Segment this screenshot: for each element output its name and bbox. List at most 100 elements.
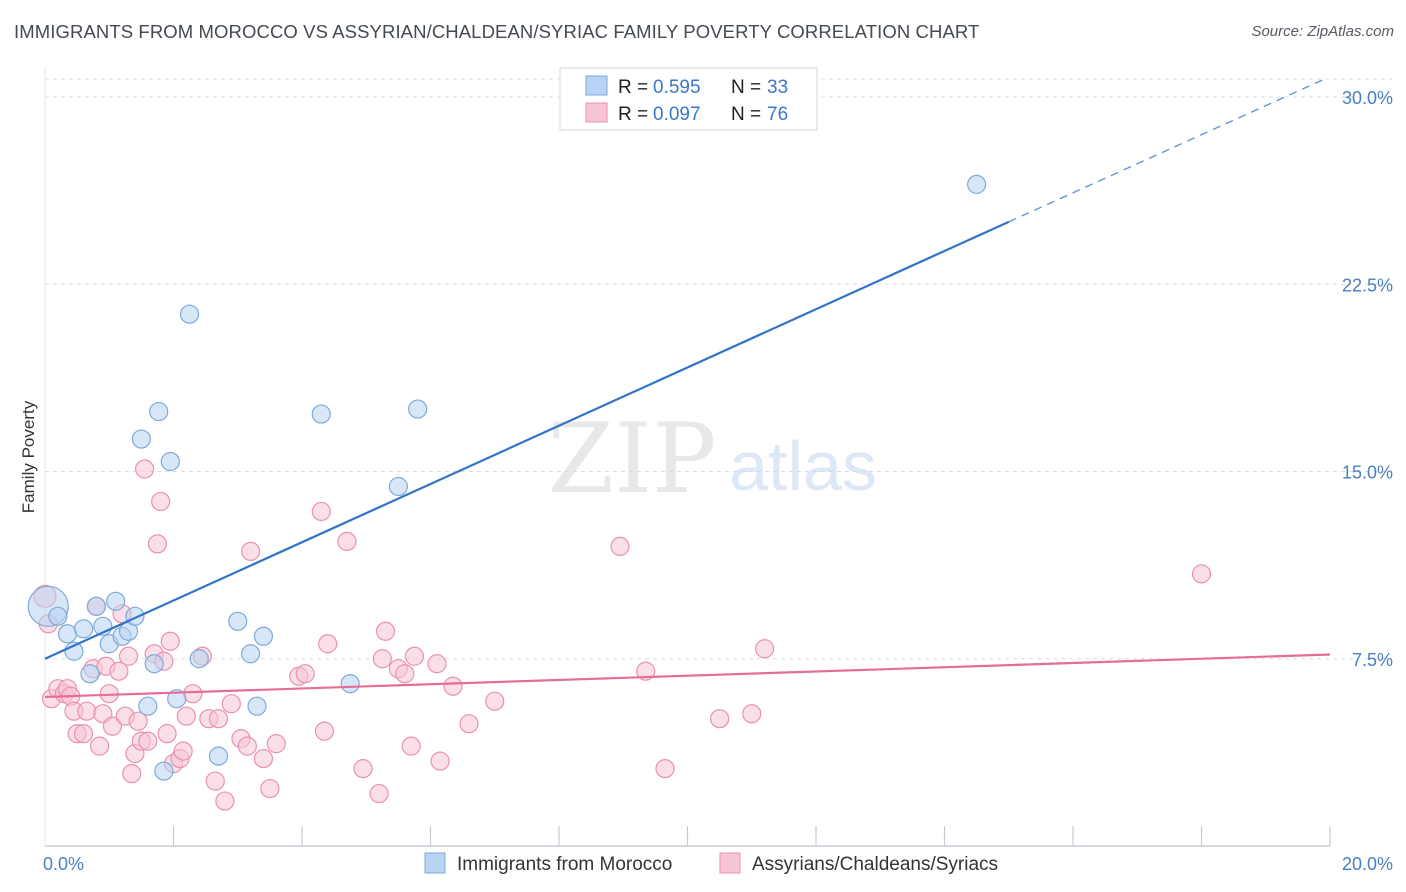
y-tick-label: 22.5% bbox=[1342, 275, 1393, 295]
morocco-point bbox=[144, 654, 164, 674]
trend-line-morocco-extension bbox=[1008, 78, 1324, 223]
assyrians-point bbox=[636, 661, 656, 681]
watermark-zip: ZIP bbox=[547, 403, 716, 515]
watermark: ZIP atlas bbox=[547, 403, 877, 515]
stats-n-label-pink: N = bbox=[731, 104, 761, 125]
assyrians-point bbox=[754, 639, 775, 659]
assyrians-point bbox=[205, 771, 225, 791]
x-tick-label-end: 20.0% bbox=[1342, 854, 1393, 874]
assyrians-point bbox=[77, 701, 97, 721]
assyrians-point bbox=[176, 706, 196, 726]
source-credit: Source: ZipAtlas.com bbox=[1251, 23, 1394, 40]
trend-lines bbox=[44, 78, 1331, 699]
assyrians-point bbox=[183, 684, 203, 704]
assyrians-point bbox=[485, 691, 505, 711]
assyrians-point bbox=[401, 736, 421, 756]
assyrians-point bbox=[443, 676, 463, 696]
assyrians-point bbox=[147, 534, 168, 554]
morocco-point bbox=[388, 476, 408, 497]
stats-n-label-blue: N = bbox=[731, 77, 761, 98]
assyrians-point bbox=[157, 724, 177, 744]
morocco-point bbox=[340, 674, 360, 694]
stats-r-value-blue: 0.595 bbox=[653, 77, 701, 98]
morocco-point bbox=[131, 429, 151, 449]
assyrians-point bbox=[337, 531, 357, 552]
assyrians-point bbox=[160, 631, 180, 651]
assyrians-point bbox=[372, 649, 392, 669]
morocco-point bbox=[106, 591, 126, 611]
morocco-point bbox=[80, 664, 100, 684]
series-morocco-points bbox=[27, 174, 987, 781]
stats-r-label-blue: R = bbox=[618, 77, 648, 98]
stats-swatch-pink bbox=[585, 102, 608, 123]
morocco-point bbox=[167, 689, 187, 709]
assyrians-point bbox=[122, 763, 142, 784]
morocco-point bbox=[189, 649, 209, 669]
chart-title: IMMIGRANTS FROM MOROCCO VS ASSYRIAN/CHAL… bbox=[14, 21, 980, 42]
assyrians-point bbox=[260, 778, 280, 799]
morocco-point bbox=[57, 624, 78, 644]
morocco-point bbox=[160, 451, 180, 472]
y-tick-label: 15.0% bbox=[1342, 463, 1393, 483]
watermark-atlas: atlas bbox=[729, 427, 877, 505]
assyrians-point bbox=[151, 491, 171, 512]
morocco-point bbox=[408, 399, 428, 419]
assyrians-point bbox=[353, 759, 373, 779]
assyrians-point bbox=[1191, 564, 1212, 584]
assyrians-point bbox=[404, 646, 425, 666]
assyrians-point bbox=[208, 709, 229, 729]
legend-swatch-morocco bbox=[424, 852, 446, 874]
tick-labels: 7.5% 15.0% 22.5% 30.0% 0.0% 20.0% bbox=[43, 88, 1393, 874]
gridlines bbox=[45, 78, 1392, 846]
morocco-point bbox=[241, 644, 261, 664]
stats-n-value-blue: 33 bbox=[767, 77, 788, 98]
morocco-point bbox=[86, 596, 107, 616]
series-legend: Immigrants from Morocco Assyrians/Chalde… bbox=[424, 852, 998, 875]
y-axis-title: Family Poverty bbox=[19, 400, 38, 513]
assyrians-point bbox=[369, 783, 389, 804]
assyrians-point bbox=[311, 501, 331, 522]
legend-label-assyrians: Assyrians/Chaldeans/Syriacs bbox=[752, 854, 998, 875]
legend-label-morocco: Immigrants from Morocco bbox=[457, 854, 672, 875]
assyrians-point bbox=[118, 646, 139, 666]
morocco-point bbox=[208, 746, 229, 766]
assyrians-point bbox=[266, 734, 286, 754]
assyrians-point bbox=[128, 711, 148, 731]
assyrians-point bbox=[395, 664, 415, 684]
stats-r-value-pink: 0.097 bbox=[653, 104, 701, 125]
morocco-point bbox=[138, 696, 158, 716]
legend-swatch-assyrians bbox=[719, 852, 741, 874]
assyrians-point bbox=[73, 724, 94, 744]
assyrians-point bbox=[102, 716, 123, 736]
y-tick-label: 30.0% bbox=[1342, 88, 1393, 108]
assyrians-point bbox=[138, 731, 158, 751]
trend-line-morocco bbox=[44, 220, 1010, 660]
assyrians-point bbox=[90, 736, 110, 756]
x-tick-label-start: 0.0% bbox=[43, 854, 84, 874]
assyrians-point bbox=[241, 541, 261, 561]
axes bbox=[44, 68, 1330, 847]
morocco-point bbox=[253, 626, 274, 646]
assyrians-point bbox=[221, 694, 241, 714]
stats-r-label-pink: R = bbox=[618, 104, 648, 125]
assyrians-point bbox=[215, 791, 235, 811]
assyrians-point bbox=[427, 654, 447, 674]
assyrians-point bbox=[430, 751, 450, 771]
morocco-point bbox=[311, 404, 331, 424]
morocco-point bbox=[48, 606, 68, 626]
assyrians-point bbox=[237, 736, 257, 756]
morocco-point bbox=[228, 611, 248, 631]
y-tick-label: 7.5% bbox=[1352, 650, 1393, 670]
assyrians-point bbox=[710, 709, 730, 729]
assyrians-point bbox=[173, 741, 193, 761]
assyrians-point bbox=[318, 634, 338, 654]
morocco-point bbox=[967, 174, 987, 194]
morocco-point bbox=[73, 619, 94, 639]
assyrians-point bbox=[610, 536, 630, 557]
morocco-point bbox=[247, 696, 267, 716]
assyrians-point bbox=[742, 704, 762, 724]
stats-n-value-pink: 76 bbox=[767, 104, 788, 125]
assyrians-point bbox=[134, 459, 155, 479]
assyrians-point bbox=[109, 661, 129, 681]
